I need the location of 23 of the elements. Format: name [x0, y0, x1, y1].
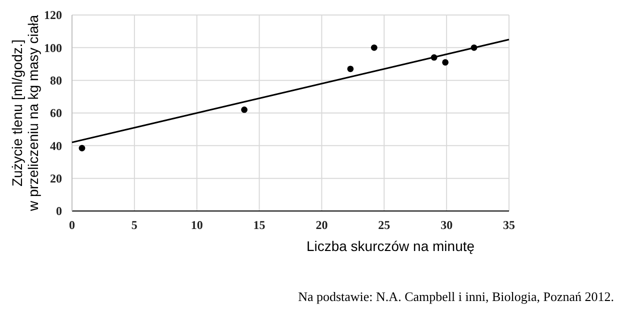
y-tick-label: 80: [50, 74, 62, 88]
y-tick-label: 60: [50, 106, 62, 120]
point: [78, 144, 86, 152]
y-tick-label: 40: [50, 138, 62, 153]
point: [241, 106, 248, 113]
x-tick-label: 25: [378, 218, 390, 232]
x-tick-label: 20: [316, 218, 328, 232]
x-tick-label: 35: [503, 218, 515, 232]
point: [442, 59, 449, 66]
y-tick-label: 0: [56, 204, 62, 218]
point: [370, 44, 378, 51]
text: Na podstawie: N.A. Campbell i inni, Biologia, Poznań 2012.: [298, 289, 614, 304]
y-tick-label: 120: [44, 8, 62, 22]
x-axis-title: Liczba skurczów na minutę: [306, 238, 475, 254]
y-tick-label: 100: [44, 40, 62, 55]
y-tick-label: 20: [50, 172, 62, 186]
x-tick-label: 30: [440, 218, 453, 232]
x-tick-label: 5: [131, 218, 138, 232]
point: [347, 66, 354, 72]
x-tick-label: 15: [253, 218, 266, 232]
y-axis-title: Zużycie tlenu [ml/godz.] w przeliczeniu na kg masy ciała: [9, 14, 41, 212]
x-tick-label: 10: [190, 218, 203, 232]
x-tick-label: 0: [69, 218, 75, 232]
